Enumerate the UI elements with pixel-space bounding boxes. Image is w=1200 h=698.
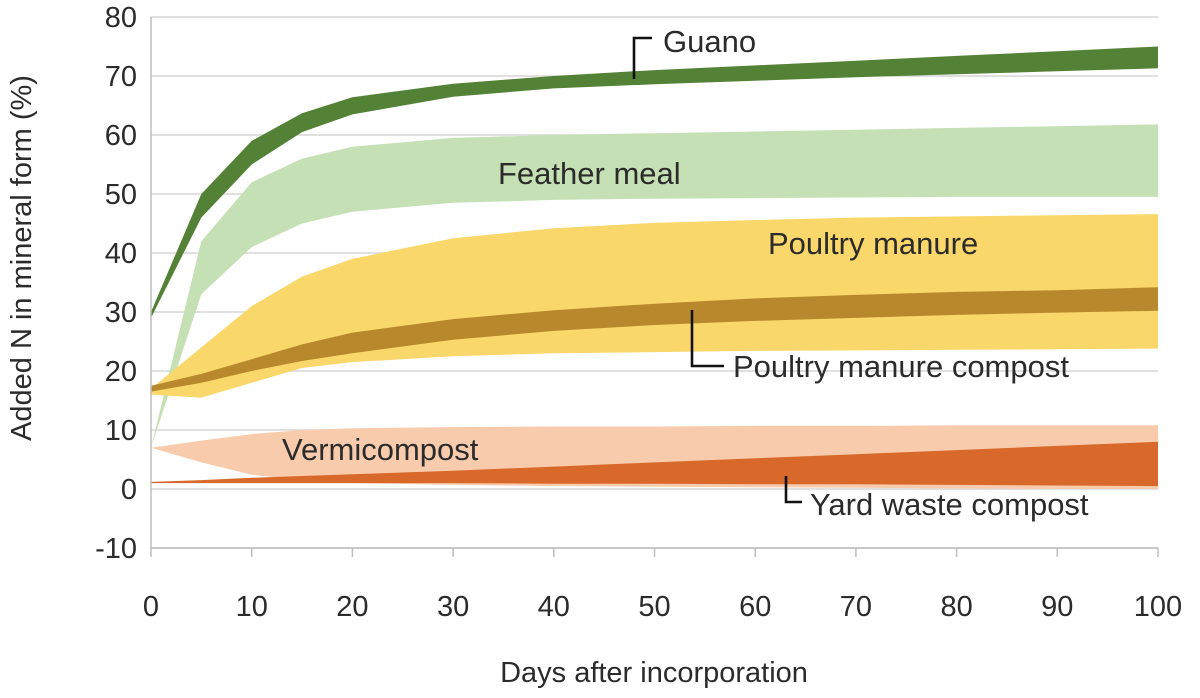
series-band-yard-waste-compost: [151, 441, 1158, 487]
leader-line-guano: [632, 36, 652, 79]
y-tick-label: 20: [105, 356, 137, 388]
leader-line-yard-waste-compost: [784, 476, 802, 504]
x-tick-label: 20: [336, 591, 368, 623]
series-label-poultry-manure: Poultry manure: [768, 226, 978, 261]
y-tick-label: 50: [105, 179, 137, 211]
x-tick-label: 70: [840, 591, 872, 623]
y-tick-label: 40: [105, 238, 137, 270]
y-tick-label: 80: [105, 2, 137, 34]
series-label-yard-waste-compost: Yard waste compost: [810, 487, 1089, 522]
x-tick-label: 90: [1041, 591, 1073, 623]
series-label-guano: Guano: [663, 24, 756, 59]
band-layer: [151, 46, 1158, 489]
x-tick-label: 40: [538, 591, 570, 623]
series-band-feather-meal: [151, 124, 1158, 448]
x-axis-title: Days after incorporation: [500, 657, 808, 689]
y-tick-label: 0: [121, 474, 137, 506]
x-tick-label: 0: [143, 591, 159, 623]
y-tick-label: -10: [95, 533, 137, 565]
label-layer: Guano Feather meal Poultry manure Poultry m…: [282, 24, 1089, 522]
x-tick-label: 10: [236, 591, 268, 623]
y-axis-title: Added N in mineral form (%): [6, 75, 38, 441]
y-tick-label: 10: [105, 415, 137, 447]
series-label-vermicompost: Vermicompost: [282, 432, 479, 467]
y-tick-label: 70: [105, 61, 137, 93]
y-tick-label: 60: [105, 120, 137, 152]
x-tick-label: 80: [940, 591, 972, 623]
series-label-feather-meal: Feather meal: [498, 156, 681, 191]
y-tick-label: 30: [105, 297, 137, 329]
series-label-poultry-manure-compost: Poultry manure compost: [733, 349, 1069, 384]
x-tick-label: 60: [739, 591, 771, 623]
x-tick-label: 30: [437, 591, 469, 623]
leader-line-poultry-manure-compost: [690, 310, 724, 368]
series-band-poultry-manure-compost: [151, 287, 1158, 392]
x-tick-label: 50: [638, 591, 670, 623]
x-tick-label: 100: [1134, 591, 1182, 623]
